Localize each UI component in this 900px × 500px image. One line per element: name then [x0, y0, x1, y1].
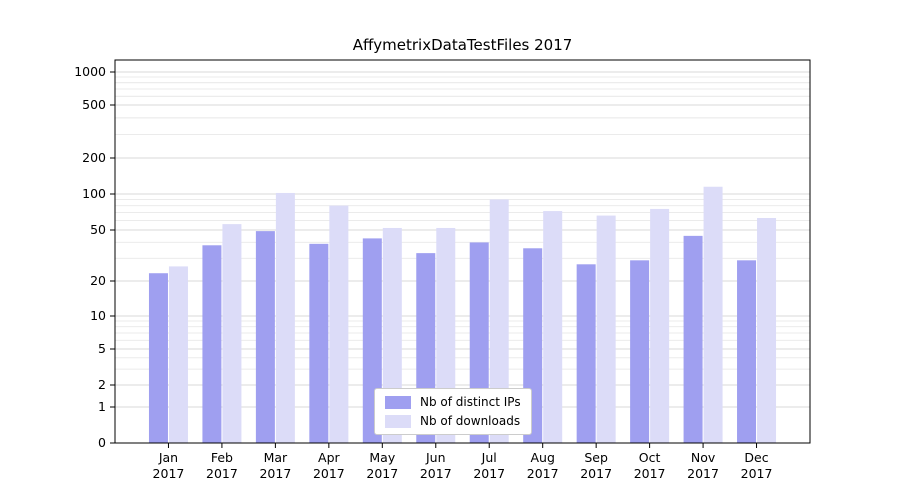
bar-distinct-ips: [737, 260, 757, 443]
bar-downloads: [275, 192, 295, 443]
x-tick-year-label: 2017: [687, 466, 719, 481]
x-tick-month-label: Apr: [318, 450, 340, 465]
x-tick-year-label: 2017: [741, 466, 773, 481]
bar-distinct-ips: [309, 243, 329, 443]
x-tick-month-label: Dec: [744, 450, 768, 465]
x-tick-month-label: Nov: [691, 450, 716, 465]
x-tick-month-label: Jan: [158, 450, 178, 465]
bar-distinct-ips: [683, 235, 703, 443]
legend-item-downloads: Nb of downloads: [385, 414, 521, 428]
bar-downloads: [168, 266, 188, 443]
axes-frame: [114, 59, 811, 444]
bar-downloads: [329, 205, 349, 443]
legend-swatch-downloads: [385, 414, 411, 428]
bar-downloads: [222, 224, 242, 443]
y-tick-label: 10: [90, 308, 106, 323]
x-tick-year-label: 2017: [634, 466, 666, 481]
x-tick-year-label: 2017: [206, 466, 238, 481]
x-tick-month-label: Oct: [639, 450, 661, 465]
bar-distinct-ips: [148, 273, 168, 443]
x-tick-month-label: Mar: [264, 450, 288, 465]
legend-label-distinct-ips: Nb of distinct IPs: [420, 395, 521, 409]
y-axis-ticks: 0 1 2 5 10 20 50 100 200 500 1000: [74, 64, 115, 450]
bar-distinct-ips: [202, 245, 222, 443]
x-tick-year-label: 2017: [420, 466, 452, 481]
y-tick-label: 5: [98, 341, 106, 356]
x-tick-month-label: May: [369, 450, 395, 465]
y-tick-label: 0: [98, 435, 106, 450]
x-axis-ticks: Jan2017Feb2017Mar2017Apr2017May2017Jun20…: [153, 443, 773, 481]
bar-distinct-ips: [630, 260, 650, 443]
legend-item-distinct-ips: Nb of distinct IPs: [385, 395, 521, 409]
x-tick-month-label: Jun: [425, 450, 446, 465]
x-tick-year-label: 2017: [259, 466, 291, 481]
legend-label-downloads: Nb of downloads: [420, 414, 521, 428]
y-tick-label: 2: [98, 377, 106, 392]
x-tick-month-label: Jul: [481, 450, 497, 465]
bar-downloads: [703, 186, 723, 443]
chart-title: AffymetrixDataTestFiles 2017: [352, 36, 573, 54]
x-tick-year-label: 2017: [527, 466, 559, 481]
x-tick-year-label: 2017: [473, 466, 505, 481]
x-tick-year-label: 2017: [153, 466, 185, 481]
x-tick-year-label: 2017: [580, 466, 612, 481]
y-tick-label: 200: [82, 150, 106, 165]
y-tick-label: 1000: [74, 64, 106, 79]
bar-downloads: [757, 217, 777, 443]
x-tick-year-label: 2017: [313, 466, 345, 481]
bar-distinct-ips: [576, 264, 596, 443]
y-tick-label: 500: [82, 97, 106, 112]
y-tick-label: 20: [90, 273, 106, 288]
bar-downloads: [489, 199, 509, 443]
x-tick-month-label: Sep: [584, 450, 608, 465]
y-tick-label: 100: [82, 186, 106, 201]
bar-downloads: [596, 215, 616, 443]
bar-distinct-ips: [255, 231, 275, 443]
x-tick-year-label: 2017: [366, 466, 398, 481]
x-tick-month-label: Feb: [211, 450, 233, 465]
legend-swatch-distinct-ips: [385, 395, 411, 409]
bar-downloads: [650, 208, 670, 443]
bar-downloads: [543, 211, 563, 443]
x-tick-month-label: Aug: [530, 450, 554, 465]
y-tick-label: 1: [98, 399, 106, 414]
legend: Nb of distinct IPs Nb of downloads: [374, 388, 532, 435]
y-tick-label: 50: [90, 222, 106, 237]
